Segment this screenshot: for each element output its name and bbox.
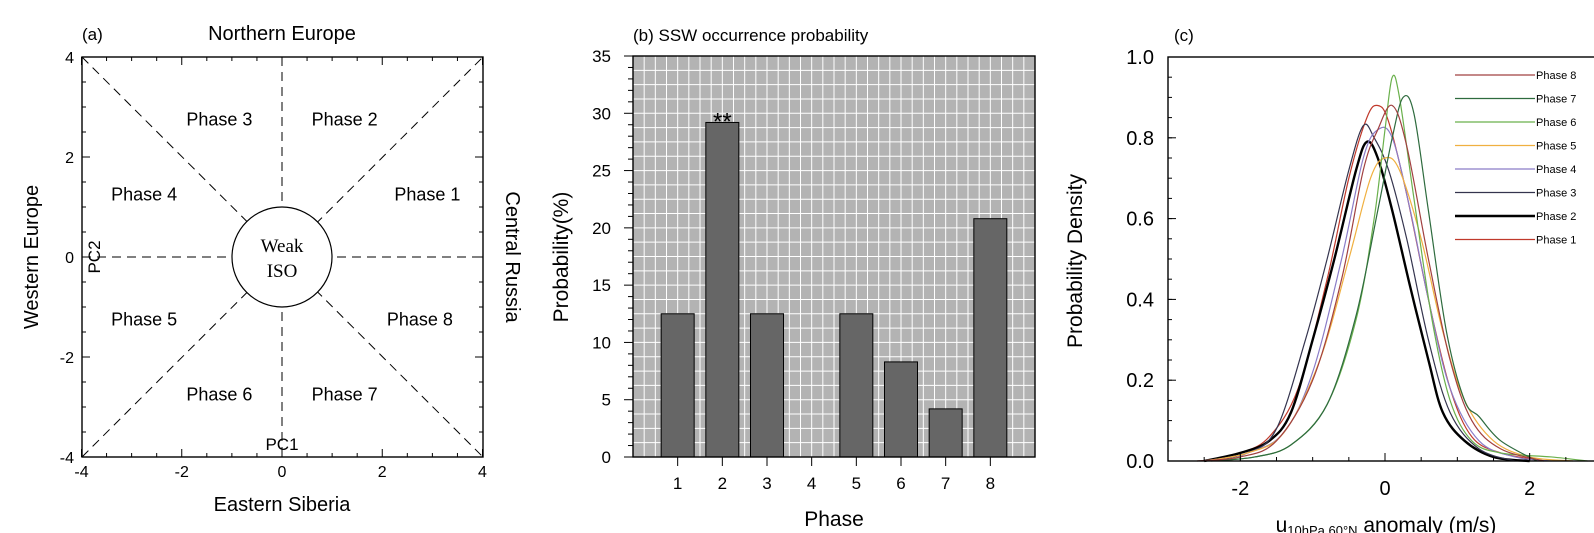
phase-diagram-panel: (a) Northern Europe Eastern Siberia West…: [21, 23, 523, 516]
density-curve: [1211, 74, 1588, 462]
bottom-region-label: Eastern Siberia: [214, 494, 352, 516]
legend-label: Phase 3: [1536, 188, 1576, 200]
iso-label: ISO: [267, 261, 298, 282]
x-axis-label-rest: anomaly (m/s): [1358, 514, 1497, 533]
bar-chart-frame: [632, 55, 1036, 458]
bar: [705, 121, 740, 458]
pc2-axis-label: PC2: [85, 240, 104, 273]
legend: Phase 8 Phase 7 Phase 6 Phase 5 Phase 4 Phase…: [1455, 70, 1576, 247]
panel-c-label: (c): [1174, 26, 1194, 45]
y-tick-label: 25: [592, 162, 611, 181]
panel-a-label: (a): [82, 25, 103, 44]
y-tick-label: 0.4: [1126, 289, 1154, 311]
panel-b-title: (b) SSW occurrence probability: [633, 26, 869, 45]
top-region-label: Northern Europe: [208, 23, 356, 45]
x-tick-label: 1: [673, 474, 682, 493]
x-tick-label: 3: [762, 474, 771, 493]
y-tick-label: 10: [592, 333, 611, 352]
weak-iso-circle: [231, 206, 333, 308]
phase-label: Phase 1: [394, 185, 460, 205]
legend-label: Phase 6: [1536, 117, 1576, 129]
x-tick-label: 2: [718, 474, 727, 493]
x-axis-label-subscript: 10hPa,60°N: [1287, 523, 1357, 533]
x-tick-label: -2: [175, 464, 189, 481]
phase-label: Phase 7: [312, 385, 378, 405]
legend-label: Phase 5: [1536, 141, 1576, 153]
y-tick-label: 5: [602, 391, 611, 410]
phase-label: Phase 5: [111, 310, 177, 330]
x-tick-label: -2: [1231, 478, 1249, 500]
legend-label: Phase 2: [1536, 211, 1576, 223]
bar: [884, 361, 918, 458]
y-tick-label: 0.8: [1126, 128, 1154, 150]
density-curve: [1204, 123, 1516, 462]
bar: [750, 313, 784, 458]
y-tick-label: 35: [592, 47, 611, 66]
x-tick-label: 5: [852, 474, 861, 493]
phase-label: Phase 8: [387, 310, 453, 330]
phase-label: Phase 3: [186, 110, 252, 130]
pc1-axis-label: PC1: [265, 435, 298, 454]
x-tick-label: -4: [74, 464, 88, 481]
ssw-probability-panel: (b) SSW occurrence probability ** 051015…: [550, 26, 1036, 531]
phase-label: Phase 4: [111, 185, 177, 205]
y-tick-label: 30: [592, 104, 611, 123]
x-tick-label: 8: [986, 474, 995, 493]
right-region-label: Central Russia: [501, 191, 523, 323]
y-tick-label: 0.2: [1126, 370, 1154, 392]
bar: [928, 408, 963, 458]
legend-label: Phase 8: [1536, 70, 1576, 82]
y-tick-label: 0: [65, 250, 74, 267]
x-tick-label: 0: [1379, 478, 1390, 500]
phase-label: Phase 2: [312, 110, 378, 130]
y-tick-label: -4: [60, 450, 74, 467]
density-curve: [1211, 94, 1538, 462]
weak-label: Weak: [261, 236, 304, 257]
diagonal-boundary-line: [81, 56, 484, 458]
bar: [660, 313, 695, 458]
density-curve: [1204, 126, 1552, 462]
x-tick-label: 4: [807, 474, 816, 493]
x-tick-label: 7: [941, 474, 950, 493]
diagonal-boundary-line: [81, 56, 484, 458]
density-curve: [1204, 156, 1574, 462]
left-region-label: Western Europe: [21, 185, 43, 329]
y-tick-label: 0: [602, 448, 611, 467]
x-tick-label: 2: [1524, 478, 1535, 500]
y-tick-label: 0.6: [1126, 209, 1154, 231]
y-axis-label: Probability Density: [1064, 174, 1087, 348]
phase-label: Phase 6: [186, 385, 252, 405]
pdf-panel: (c) -2 0 2 0.0 0.2 0.4 0.6 0.8 1.0 Probability D…: [1064, 26, 1594, 533]
y-tick-label: 1.0: [1126, 47, 1154, 69]
legend-label: Phase 7: [1536, 94, 1576, 106]
x-tick-label: 6: [896, 474, 905, 493]
density-curve: [1196, 104, 1545, 462]
y-tick-label: 2: [65, 150, 74, 167]
y-tick-label: 20: [592, 219, 611, 238]
x-axis-label: u10hPa,60°N anomaly (m/s): [1276, 514, 1497, 533]
bar: [839, 313, 874, 458]
x-axis-label-main: u: [1276, 514, 1288, 533]
pdf-frame: [1167, 56, 1594, 462]
x-tick-label: 0: [278, 464, 287, 481]
y-tick-label: 0.0: [1126, 451, 1154, 473]
y-tick-label: -2: [60, 350, 74, 367]
significance-marker: **: [713, 108, 732, 135]
y-axis-label: Probability(%): [550, 192, 573, 323]
density-curve: [1204, 104, 1545, 462]
y-tick-label: 15: [592, 276, 611, 295]
y-tick-label: 4: [65, 50, 74, 67]
x-axis-label: Phase: [804, 508, 864, 531]
bar: [973, 218, 1008, 458]
x-tick-label: 2: [378, 464, 387, 481]
legend-label: Phase 4: [1536, 164, 1576, 176]
x-tick-label: 4: [478, 464, 487, 481]
legend-label: Phase 1: [1536, 235, 1576, 247]
density-curve: [1203, 140, 1530, 463]
